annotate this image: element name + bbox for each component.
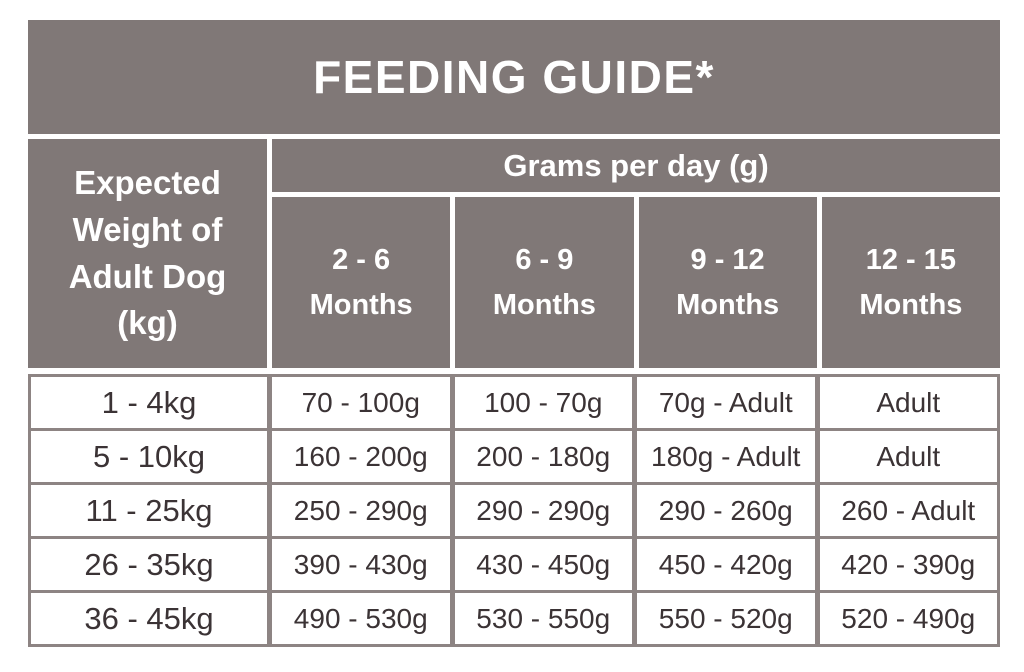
weight-cell: 5 - 10kg xyxy=(31,431,267,482)
value-cell: 290 - 290g xyxy=(454,485,632,536)
value-cell: 520 - 490g xyxy=(819,593,997,644)
column-header-unit: Months xyxy=(309,288,413,321)
column-header-range: 6 - 9 xyxy=(515,243,574,276)
column-header-unit: Months xyxy=(492,288,596,321)
value-cell: 70 - 100g xyxy=(272,377,450,428)
weight-cell: 11 - 25kg xyxy=(31,485,267,536)
row-group-header-label: Expected Weight of Adult Dog (kg) xyxy=(68,163,227,342)
value-cell: 160 - 200g xyxy=(272,431,450,482)
weight-cell: 26 - 35kg xyxy=(31,539,267,590)
value-cell: 550 - 520g xyxy=(637,593,815,644)
column-header-range: 9 - 12 xyxy=(690,243,765,276)
value-cell: 490 - 530g xyxy=(272,593,450,644)
weight-cell: 1 - 4kg xyxy=(31,377,267,428)
value-cell: 260 - Adult xyxy=(819,485,997,536)
value-cell: 200 - 180g xyxy=(454,431,632,482)
value-cell: 180g - Adult xyxy=(637,431,815,482)
value-cell: 530 - 550g xyxy=(454,593,632,644)
table-body: 1 - 4kg 70 - 100g 100 - 70g 70g - Adult … xyxy=(28,374,1000,647)
column-header-range: 12 - 15 xyxy=(865,243,957,276)
table-title-banner: FEEDING GUIDE* xyxy=(28,20,1000,134)
column-header-6-9-months: 6 - 9 Months xyxy=(455,197,634,368)
value-cell: 450 - 420g xyxy=(637,539,815,590)
value-cell: Adult xyxy=(819,431,997,482)
column-header-9-12-months: 9 - 12 Months xyxy=(638,197,817,368)
column-header-12-15-months: 12 - 15 Months xyxy=(821,197,1000,368)
column-header-unit: Months xyxy=(676,288,780,321)
value-cell: 390 - 430g xyxy=(272,539,450,590)
value-cell: 290 - 260g xyxy=(637,485,815,536)
column-header-2-6-months: 2 - 6 Months xyxy=(272,197,451,368)
row-group-header: Expected Weight of Adult Dog (kg) xyxy=(28,139,267,368)
weight-cell: 36 - 45kg xyxy=(31,593,267,644)
table-title: FEEDING GUIDE* xyxy=(313,51,715,103)
feeding-guide-table: FEEDING GUIDE* Expected Weight of Adult … xyxy=(28,20,1000,647)
column-group-header: Grams per day (g) xyxy=(272,139,1000,192)
value-cell: 420 - 390g xyxy=(819,539,997,590)
column-header-unit: Months xyxy=(859,288,963,321)
column-header-range: 2 - 6 xyxy=(332,243,391,276)
value-cell: 100 - 70g xyxy=(454,377,632,428)
value-cell: 250 - 290g xyxy=(272,485,450,536)
value-cell: 430 - 450g xyxy=(454,539,632,590)
value-cell: Adult xyxy=(819,377,997,428)
value-cell: 70g - Adult xyxy=(637,377,815,428)
table-header: Expected Weight of Adult Dog (kg) Grams … xyxy=(28,139,1000,368)
